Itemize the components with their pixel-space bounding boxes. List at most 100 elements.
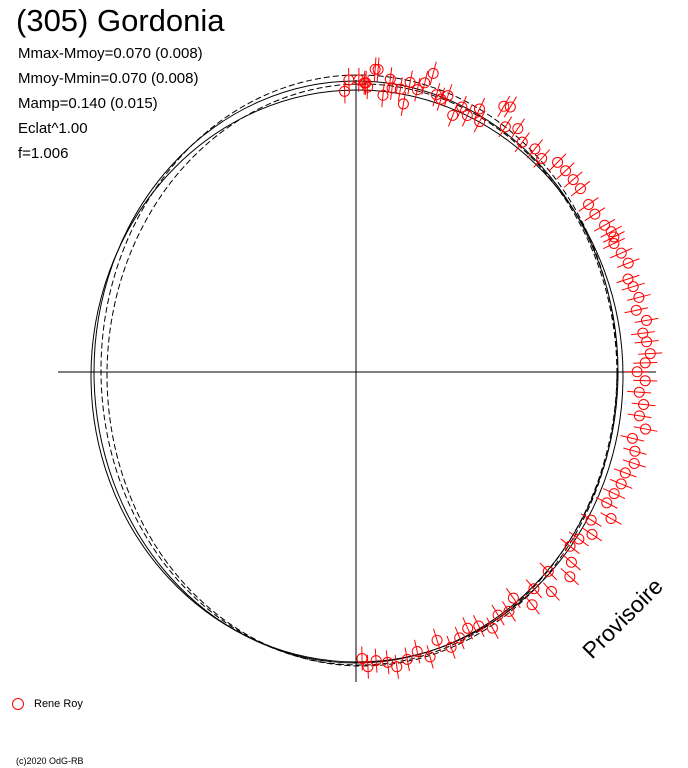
data-point: [401, 653, 413, 665]
data-point: [629, 445, 641, 457]
error-bar: [426, 645, 434, 669]
error-bar: [623, 447, 647, 455]
error-bar: [381, 83, 385, 108]
error-bar: [446, 635, 456, 659]
data-point: [474, 116, 486, 128]
data-point: [545, 586, 557, 598]
data-point: [358, 77, 370, 89]
error-bar: [407, 70, 413, 95]
data-point: [512, 123, 524, 135]
data-point: [619, 467, 631, 479]
error-bar: [454, 626, 465, 650]
legend: Rene Roy: [12, 697, 83, 711]
error-bar: [561, 554, 581, 571]
model-curve: [90, 89, 624, 663]
error-bar: [622, 459, 646, 468]
error-bar: [634, 340, 659, 344]
data-point: [608, 237, 620, 249]
error-bar: [580, 513, 602, 527]
error-bar: [560, 568, 579, 586]
error-bar: [526, 139, 543, 159]
error-bar: [600, 512, 622, 525]
data-point: [445, 641, 457, 653]
data-point: [639, 357, 651, 369]
data-point: [608, 231, 620, 243]
data-point: [473, 103, 485, 115]
data-point: [640, 423, 652, 435]
data-point: [356, 652, 368, 664]
data-point: [486, 622, 498, 634]
data-point: [411, 84, 423, 96]
error-bar: [510, 118, 526, 139]
error-bar: [578, 197, 599, 212]
data-point: [391, 661, 403, 673]
error-bar: [374, 648, 378, 673]
error-bar: [634, 317, 659, 323]
error-bar: [364, 70, 367, 95]
copyright-text: (c)2020 OdG-RB: [16, 756, 84, 766]
data-point: [601, 497, 613, 509]
error-bar: [633, 361, 658, 364]
data-point: [560, 165, 572, 177]
error-bar: [616, 258, 640, 268]
stat-mmoy-mmin: Mmoy-Mmin=0.070 (0.008): [18, 70, 199, 87]
error-bar: [602, 237, 625, 250]
error-bar: [603, 488, 626, 500]
error-bar: [616, 274, 640, 284]
data-point: [615, 478, 627, 490]
error-bar: [633, 426, 658, 432]
data-point: [372, 63, 384, 75]
error-bar: [388, 67, 393, 92]
data-point: [605, 226, 617, 238]
data-point: [447, 109, 459, 121]
error-bar: [563, 171, 583, 188]
error-bar: [539, 562, 558, 581]
error-bar: [514, 132, 530, 153]
error-bar: [501, 601, 516, 622]
error-bar: [443, 84, 453, 108]
error-bar: [627, 390, 652, 394]
provisoire-watermark: Provisoire: [577, 573, 668, 664]
error-bar: [627, 293, 651, 301]
error-bar: [524, 594, 540, 615]
data-point: [473, 620, 485, 632]
data-point: [574, 183, 586, 195]
data-point: [504, 101, 516, 113]
data-point: [622, 257, 634, 269]
data-point: [631, 366, 643, 378]
data-point: [627, 281, 639, 293]
error-bar: [486, 617, 499, 639]
data-point: [384, 73, 396, 85]
data-point: [633, 291, 645, 303]
error-bar: [491, 604, 505, 626]
error-bar: [400, 92, 407, 116]
error-bar: [432, 83, 441, 107]
data-point: [369, 63, 381, 75]
error-bar: [414, 639, 421, 664]
error-bar: [609, 478, 633, 489]
data-point: [638, 398, 650, 410]
error-bar: [638, 352, 663, 355]
error-bar: [542, 582, 560, 601]
data-point: [599, 219, 611, 231]
data-point: [644, 348, 656, 360]
data-point: [462, 622, 474, 634]
data-point: [528, 583, 540, 595]
data-point: [552, 156, 564, 168]
data-point: [382, 656, 394, 668]
error-bar: [620, 435, 645, 442]
data-point: [431, 634, 443, 646]
error-bar: [373, 57, 377, 82]
error-bar: [390, 75, 395, 100]
data-point: [615, 247, 627, 259]
data-point: [628, 457, 640, 469]
data-point: [626, 432, 638, 444]
error-bar: [473, 110, 486, 133]
error-bar: [498, 116, 513, 138]
error-bar: [376, 57, 380, 82]
data-point: [419, 77, 431, 89]
error-bar: [397, 77, 403, 102]
error-bar: [436, 87, 446, 111]
data-point: [454, 632, 466, 644]
data-point: [507, 592, 519, 604]
